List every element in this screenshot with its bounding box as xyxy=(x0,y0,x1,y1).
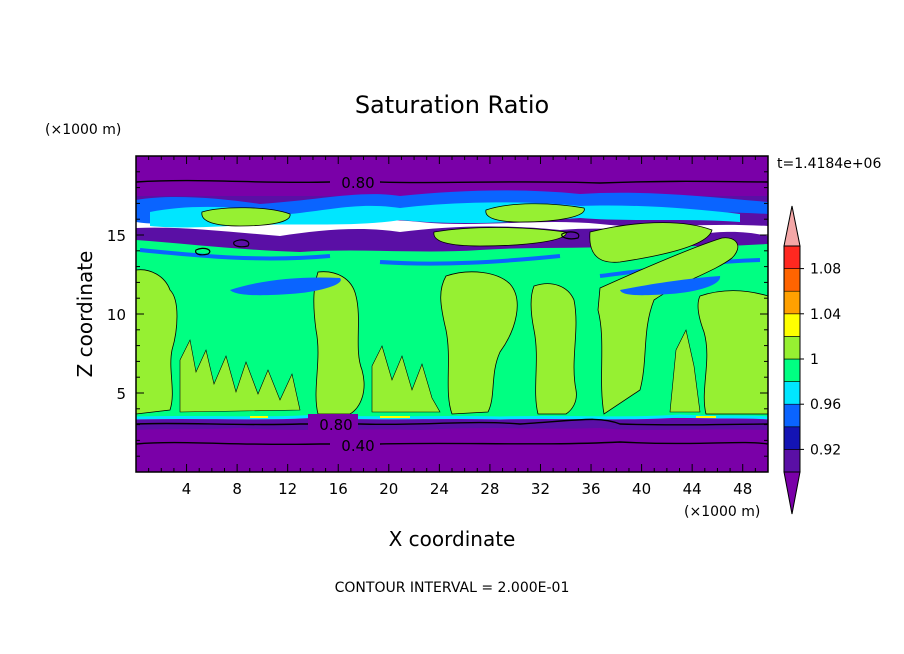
contour-small-1 xyxy=(195,231,580,256)
colorbar: 0.92 0.96 1 1.04 1.08 xyxy=(783,205,841,515)
contour-labels: 0.80 0.80 0.40 xyxy=(308,172,380,455)
x-axis: 4 8 12 16 20 24 28 32 36 40 44 48 xyxy=(148,156,756,498)
top-layer xyxy=(136,156,768,196)
colorbar-swatch xyxy=(783,381,801,405)
upper-band-cyan xyxy=(150,202,740,228)
colorbar-swatch xyxy=(783,358,801,382)
colorbar-swatch xyxy=(783,245,801,269)
colorbar-tick-label: 1.04 xyxy=(810,307,841,323)
y-axis: 5 10 15 xyxy=(107,171,768,457)
surface-dark-band xyxy=(136,420,768,430)
x-tick-label: 12 xyxy=(278,480,297,498)
x-axis-title: X coordinate xyxy=(389,527,516,551)
colorbar-tick-label: 0.92 xyxy=(810,442,841,458)
upper-blue-shelf xyxy=(230,276,721,296)
colorbar-tick-label: 0.96 xyxy=(810,397,841,413)
y-tick-label: 15 xyxy=(107,227,126,245)
colorbar-swatch xyxy=(783,313,801,337)
inversion-line-cyan xyxy=(136,414,768,420)
x-tick-label: 28 xyxy=(480,480,499,498)
x-tick-label: 16 xyxy=(329,480,348,498)
time-label: t=1.4184e+06 xyxy=(777,156,881,172)
x-unit-label: (×1000 m) xyxy=(684,504,760,520)
colorbar-swatch xyxy=(783,403,801,428)
y-tick-label: 10 xyxy=(107,306,126,324)
column-4 xyxy=(530,283,577,415)
contour-040 xyxy=(136,441,768,446)
colorbar-swatch xyxy=(783,449,801,473)
colorbar-swatch xyxy=(783,290,801,315)
x-tick-label: 48 xyxy=(733,480,752,498)
column-1 xyxy=(136,269,178,415)
contour-label-040: 0.40 xyxy=(341,437,374,455)
y-tick-label: 5 xyxy=(116,385,126,403)
x-tick-label: 8 xyxy=(232,480,242,498)
column-6 xyxy=(697,290,768,415)
contour-label-080-top: 0.80 xyxy=(341,174,374,192)
colorbar-under-arrow xyxy=(783,471,801,515)
column-2 xyxy=(313,271,365,415)
contour-080-top xyxy=(136,179,768,184)
contour-interval-footer: CONTOUR INTERVAL = 2.000E-01 xyxy=(335,580,570,596)
upper-green-lobes xyxy=(201,203,713,263)
x-tick-label: 24 xyxy=(430,480,449,498)
x-tick-label: 32 xyxy=(531,480,550,498)
column-3 xyxy=(440,271,518,415)
colorbar-tick-label: 1.08 xyxy=(810,262,841,278)
colorbar-over-arrow xyxy=(783,205,801,247)
y-axis-title: Z coordinate xyxy=(73,251,97,378)
lower-green-patches xyxy=(179,329,701,413)
y-unit-label: (×1000 m) xyxy=(45,122,121,138)
x-tick-label: 36 xyxy=(581,480,600,498)
x-tick-label: 20 xyxy=(379,480,398,498)
x-tick-label: 40 xyxy=(632,480,651,498)
contour-field xyxy=(136,156,768,472)
colorbar-swatch xyxy=(783,336,801,360)
colorbar-tick-label: 1 xyxy=(810,352,819,368)
colorbar-swatch xyxy=(783,268,801,292)
chart-title: Saturation Ratio xyxy=(355,91,549,119)
x-tick-label: 44 xyxy=(683,480,702,498)
x-tick-label: 4 xyxy=(182,480,192,498)
contour-label-080-bottom: 0.80 xyxy=(319,416,352,434)
contour-080-bottom xyxy=(136,418,768,426)
colorbar-swatch xyxy=(783,426,801,450)
